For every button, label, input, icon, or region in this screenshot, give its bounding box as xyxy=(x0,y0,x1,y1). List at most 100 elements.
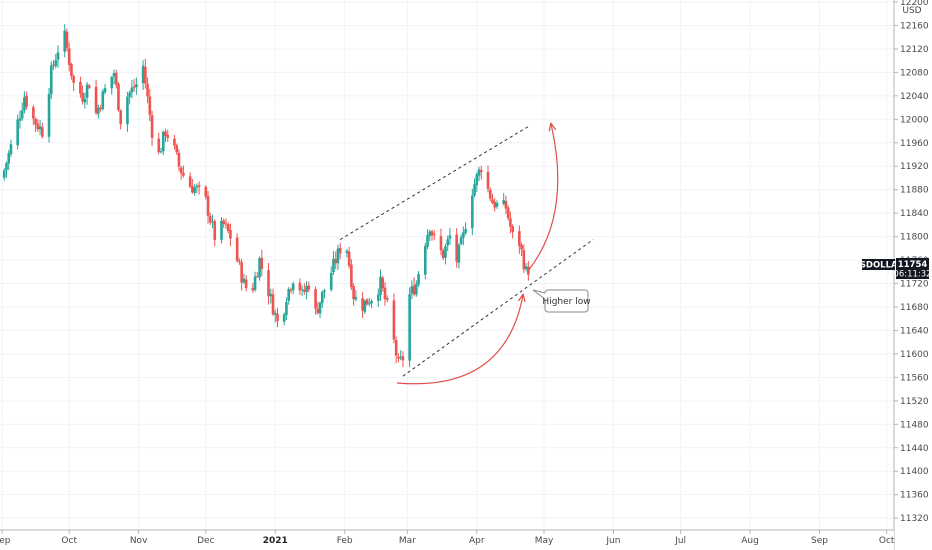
candle xyxy=(238,258,241,265)
candle-body xyxy=(258,258,261,278)
candle xyxy=(166,129,170,142)
candle xyxy=(318,301,322,318)
candle-body xyxy=(347,251,351,266)
candle xyxy=(99,105,102,112)
candle-body xyxy=(446,239,449,246)
candle xyxy=(94,79,98,116)
candle-body xyxy=(320,291,324,304)
candle-body xyxy=(423,245,427,275)
candle-body xyxy=(464,229,467,233)
candle xyxy=(88,83,91,90)
x-tick-label: Oct xyxy=(61,536,77,546)
candles xyxy=(2,24,530,368)
candle xyxy=(473,178,476,198)
candle-body xyxy=(38,126,42,130)
y-tick-label: 11800 xyxy=(900,233,929,243)
candle xyxy=(191,179,194,194)
candle-body xyxy=(16,119,19,146)
candle xyxy=(112,69,116,85)
candle-body xyxy=(401,356,405,361)
candle-body xyxy=(518,231,521,246)
candle xyxy=(488,187,492,202)
candle-body xyxy=(267,270,270,297)
candle xyxy=(379,269,382,301)
candle-body xyxy=(323,290,326,292)
candle-body xyxy=(7,153,11,164)
candle-body xyxy=(291,283,295,291)
candle-body xyxy=(350,264,353,288)
candle-body xyxy=(47,93,51,137)
candle-body xyxy=(94,86,98,113)
candle-body xyxy=(488,189,492,199)
candle xyxy=(368,297,371,307)
candle xyxy=(426,229,429,250)
candle xyxy=(244,274,248,292)
x-tick-label: 2021 xyxy=(263,536,288,546)
candle-body xyxy=(334,259,338,264)
candle xyxy=(235,233,239,263)
candle xyxy=(79,76,82,99)
candle xyxy=(276,307,279,328)
candle xyxy=(334,251,338,270)
candle-body xyxy=(303,289,306,292)
curved-arrow-lower xyxy=(396,295,523,385)
candle xyxy=(117,82,120,112)
candle xyxy=(63,24,67,58)
candle xyxy=(193,184,196,196)
candle xyxy=(273,309,277,323)
candle-body xyxy=(379,276,382,296)
candle-body xyxy=(119,110,123,125)
x-tick-label: Oct xyxy=(879,536,895,546)
candle xyxy=(25,91,28,110)
candle-body xyxy=(276,313,279,322)
candle-body xyxy=(97,107,100,114)
candle xyxy=(345,248,349,258)
candle xyxy=(213,219,217,247)
candle-body xyxy=(197,185,201,187)
candle xyxy=(271,288,275,316)
candle xyxy=(338,242,342,259)
curved-arrow-upper xyxy=(527,124,559,272)
candle xyxy=(7,149,11,171)
candle xyxy=(188,172,192,189)
candle xyxy=(479,165,483,180)
candle-body xyxy=(150,115,154,138)
candle xyxy=(361,291,364,318)
candle-body xyxy=(79,81,82,94)
candle xyxy=(370,299,373,309)
candle-body xyxy=(520,244,523,250)
candle xyxy=(397,353,400,363)
candle xyxy=(157,132,161,155)
candle-body xyxy=(394,340,398,356)
candle-body xyxy=(49,65,53,95)
candle-body xyxy=(486,171,490,189)
candle xyxy=(132,79,136,92)
y-tick-label: 11400 xyxy=(900,467,929,477)
x-tick-label: Mar xyxy=(399,536,416,546)
candle xyxy=(459,234,463,246)
candle-body xyxy=(314,289,317,309)
candle-body xyxy=(36,123,40,130)
candle xyxy=(511,224,514,239)
candle-body xyxy=(157,138,161,153)
candle xyxy=(347,246,351,269)
candle-body xyxy=(141,65,145,83)
x-tick-label: Feb xyxy=(337,536,353,546)
candle xyxy=(444,243,447,265)
candle xyxy=(119,109,123,130)
candle-body xyxy=(502,200,505,204)
candle-body xyxy=(99,108,102,110)
candle xyxy=(282,312,286,326)
candle xyxy=(224,218,228,229)
candle-body xyxy=(114,72,118,85)
candle-body xyxy=(220,220,223,240)
candle xyxy=(332,251,335,275)
candle-body xyxy=(179,167,183,174)
candle xyxy=(135,77,138,95)
candle xyxy=(307,281,311,293)
candle-body xyxy=(132,86,136,88)
candle-body xyxy=(226,224,230,232)
y-tick-label: 11480 xyxy=(900,420,929,430)
candle-body xyxy=(2,170,6,178)
